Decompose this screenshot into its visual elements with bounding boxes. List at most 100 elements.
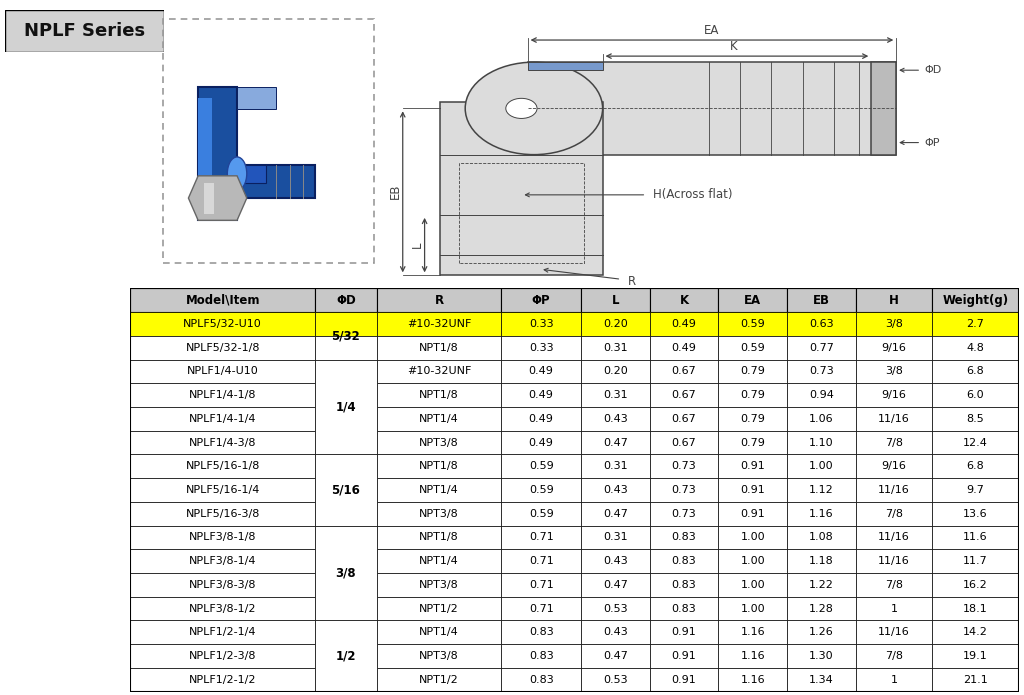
Bar [719,312,787,336]
Bar [581,288,649,312]
Text: K: K [679,294,688,306]
Text: 0.59: 0.59 [740,319,765,329]
Bar [719,383,787,407]
Text: 0.20: 0.20 [603,319,628,329]
Text: 0.49: 0.49 [672,343,696,352]
Text: 5/16: 5/16 [332,484,360,496]
Bar [581,621,649,644]
Text: 1.22: 1.22 [809,580,834,590]
Bar [502,312,581,336]
Text: NPT1/2: NPT1/2 [419,603,459,614]
Bar [649,431,719,455]
Bar [649,383,719,407]
Text: NPLF1/2-3/8: NPLF1/2-3/8 [188,651,256,661]
Text: 19.1: 19.1 [964,651,988,661]
Text: 7/8: 7/8 [885,509,903,518]
Bar [377,336,502,359]
Text: NPT3/8: NPT3/8 [419,651,459,661]
Bar [581,359,649,383]
Bar [856,525,932,549]
Bar [719,288,787,312]
Text: 9/16: 9/16 [882,461,906,471]
Text: 1/4: 1/4 [336,400,356,414]
Bar [649,359,719,383]
Bar [581,502,649,525]
Polygon shape [199,87,315,220]
Bar [787,549,856,573]
Bar [377,573,502,597]
Text: 11.6: 11.6 [964,532,988,542]
Text: 0.67: 0.67 [672,366,696,377]
Bar [377,288,502,312]
Text: 3/8: 3/8 [885,366,903,377]
Bar [856,573,932,597]
Bar [719,525,787,549]
Ellipse shape [506,98,537,118]
Text: 0.91: 0.91 [672,628,696,637]
Text: ΦP: ΦP [531,294,551,306]
Bar [932,336,1019,359]
Text: 0.71: 0.71 [528,556,554,566]
Bar [719,668,787,692]
Bar [377,502,502,525]
Bar [932,573,1019,597]
Text: NPLF1/2-1/4: NPLF1/2-1/4 [188,628,256,637]
Bar [932,359,1019,383]
Bar [787,455,856,478]
Bar [856,288,932,312]
Text: 0.47: 0.47 [603,509,628,518]
Bar [502,383,581,407]
Bar [581,478,649,502]
Text: 14.2: 14.2 [963,628,988,637]
Bar [377,668,502,692]
Bar [932,431,1019,455]
Text: NPLF1/4-U10: NPLF1/4-U10 [186,366,258,377]
Bar [719,597,787,621]
Ellipse shape [227,157,247,190]
Bar [315,312,377,336]
Text: 8.5: 8.5 [967,414,984,424]
Bar [130,525,315,549]
Text: 0.91: 0.91 [672,675,696,685]
Text: NPT1/8: NPT1/8 [419,532,459,542]
Text: 0.59: 0.59 [528,461,554,471]
Text: 0.49: 0.49 [528,366,554,377]
Text: 9.7: 9.7 [967,485,984,495]
Bar [130,359,315,383]
Text: NPLF1/4-1/4: NPLF1/4-1/4 [188,414,256,424]
Bar [377,525,502,549]
Text: 0.77: 0.77 [809,343,834,352]
Bar [130,455,315,478]
Text: NPLF3/8-3/8: NPLF3/8-3/8 [188,580,256,590]
Text: ΦD: ΦD [336,294,355,306]
Bar [502,288,581,312]
Bar [649,668,719,692]
Bar [649,455,719,478]
Text: 1: 1 [891,675,897,685]
Text: 1.00: 1.00 [740,580,765,590]
Bar [856,407,932,431]
Text: 0.47: 0.47 [603,580,628,590]
Text: 7/8: 7/8 [885,580,903,590]
Bar [932,383,1019,407]
Bar [856,478,932,502]
Polygon shape [238,87,276,109]
Text: 0.43: 0.43 [603,485,628,495]
Text: 1.00: 1.00 [809,461,834,471]
Bar [377,383,502,407]
Text: 0.79: 0.79 [740,390,765,400]
Bar [932,525,1019,549]
Text: 7/8: 7/8 [885,651,903,661]
Text: 0.91: 0.91 [740,485,765,495]
Text: ΦD: ΦD [925,65,941,75]
Text: 9/16: 9/16 [882,390,906,400]
Bar [377,549,502,573]
Text: 9/16: 9/16 [882,343,906,352]
Text: 1.00: 1.00 [740,603,765,614]
Text: Weight(g): Weight(g) [942,294,1009,306]
Text: NPT1/8: NPT1/8 [419,390,459,400]
Bar [787,288,856,312]
Bar [377,312,502,336]
Polygon shape [871,62,896,155]
Text: R: R [628,275,636,288]
